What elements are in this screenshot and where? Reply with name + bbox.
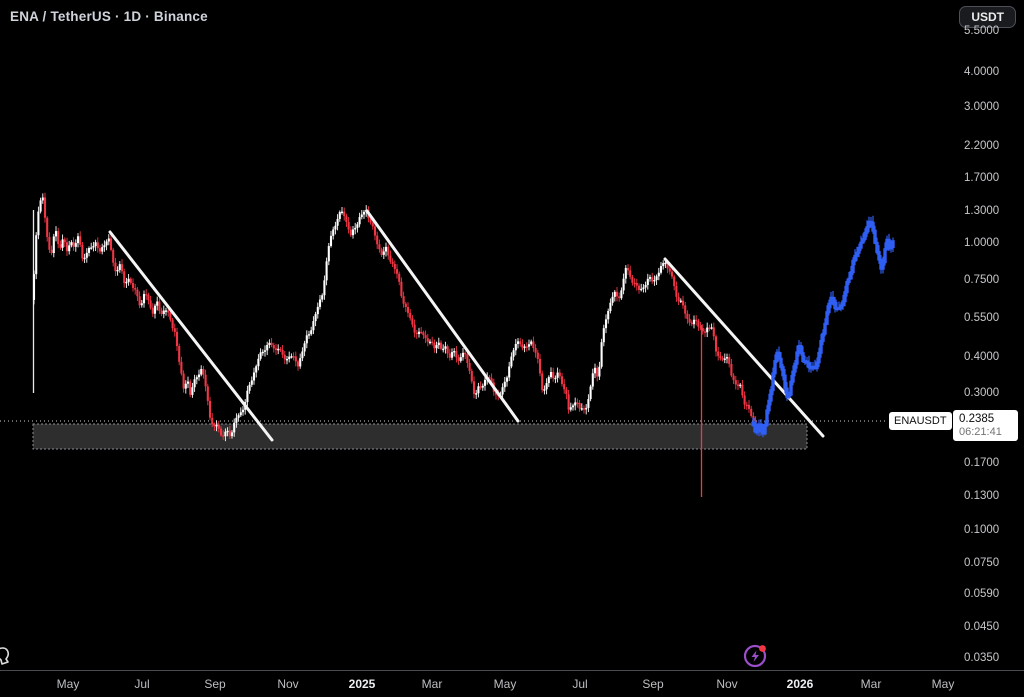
price-tick-label: 0.0750 xyxy=(964,557,1000,569)
price-line-symbol-label: ENAUSDT xyxy=(889,412,952,430)
price-scale-axis[interactable]: 5.5000 4.0000 3.0000 2.2000 1.7000 1.3000 1.00… xyxy=(956,0,1024,670)
current-price-box: 0.2385 06:21:41 xyxy=(953,410,1018,441)
price-tick-label: 0.4000 xyxy=(964,351,1000,363)
partial-drawing-icon xyxy=(0,642,22,670)
support-zone-rect[interactable] xyxy=(32,423,808,450)
symbol-title[interactable]: ENA / TetherUS · 1D · Binance xyxy=(10,9,208,24)
price-tick-label: 1.0000 xyxy=(964,237,1000,249)
time-tick-label: May xyxy=(56,677,80,691)
time-tick-label: Jul xyxy=(134,677,150,691)
price-tick-label: 4.0000 xyxy=(964,66,1000,78)
lightning-alert-icon[interactable] xyxy=(741,641,771,671)
price-tick-label: 0.1700 xyxy=(964,457,1000,469)
time-tick-label: May xyxy=(931,677,955,691)
time-tick-label: Jul xyxy=(572,677,588,691)
price-tick-label: 0.3000 xyxy=(964,387,1000,399)
currency-toggle-button[interactable]: USDT xyxy=(959,6,1016,28)
descending-trendline[interactable] xyxy=(108,230,274,442)
price-tick-label: 0.0590 xyxy=(964,588,1000,600)
price-tick-label: 5.5000 xyxy=(964,25,1000,37)
time-tick-label: May xyxy=(493,677,517,691)
candlestick-series xyxy=(32,192,757,442)
price-tick-label: 3.0000 xyxy=(964,101,1000,113)
descending-trendline[interactable] xyxy=(663,257,825,438)
price-tick-label: 0.5500 xyxy=(964,312,1000,324)
time-tick-label: Sep xyxy=(204,677,226,691)
current-price-value: 0.2385 xyxy=(959,413,995,425)
time-tick-label: Mar xyxy=(860,677,882,691)
time-tick-label: Nov xyxy=(716,677,738,691)
time-tick-label: Nov xyxy=(277,677,299,691)
time-tick-label: Sep xyxy=(642,677,664,691)
time-scale-axis[interactable]: May Jul Sep Nov 2025 Mar May Jul Sep Nov 2026 Mar Ma… xyxy=(0,670,1024,697)
price-tick-label: 0.0450 xyxy=(964,621,1000,633)
price-tick-label: 0.7500 xyxy=(964,274,1000,286)
price-tick-label: 0.1300 xyxy=(964,490,1000,502)
bar-close-countdown: 06:21:41 xyxy=(959,426,1002,438)
descending-trendline[interactable] xyxy=(365,209,520,423)
time-tick-label: Mar xyxy=(421,677,443,691)
price-tick-label: 2.2000 xyxy=(964,140,1000,152)
projection-candles-blue[interactable] xyxy=(751,215,895,438)
price-tick-label: 0.1000 xyxy=(964,524,1000,536)
time-tick-label: 2026 xyxy=(786,677,814,691)
time-tick-label: 2025 xyxy=(348,677,376,691)
price-tick-label: 1.7000 xyxy=(964,172,1000,184)
price-tick-label: 0.0350 xyxy=(964,652,1000,664)
price-tick-label: 1.3000 xyxy=(964,205,1000,217)
